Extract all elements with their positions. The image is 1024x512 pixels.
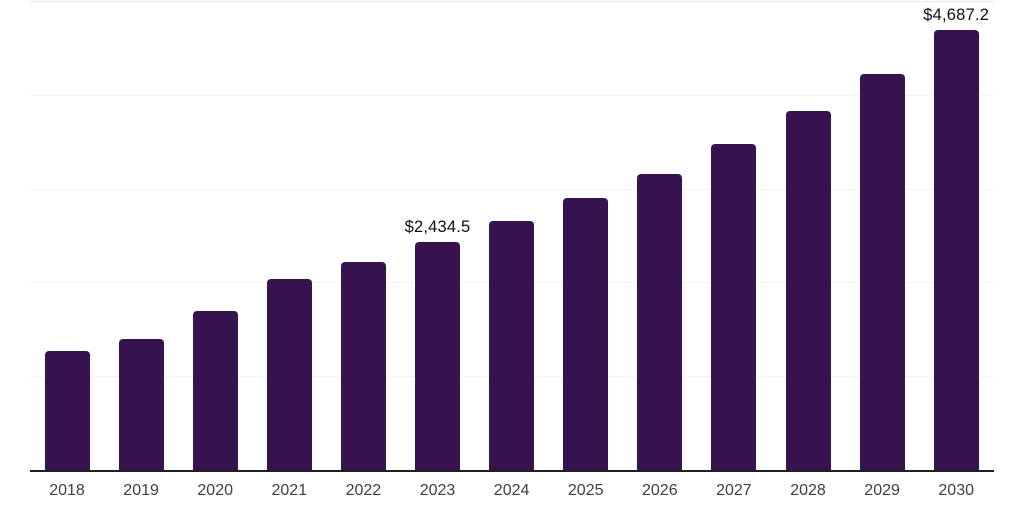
bar-2027[interactable] [711,143,757,470]
x-tick-label-2030: 2030 [938,482,974,499]
bar-2022[interactable] [340,261,386,470]
x-tick-label-2022: 2022 [345,482,382,499]
bar-2018[interactable] [44,351,90,470]
bar-2021[interactable] [266,278,312,470]
x-tick-label-2029: 2029 [864,482,900,499]
x-tick-label-2019: 2019 [123,482,159,499]
x-tick-label-2023: 2023 [419,482,456,499]
value-label-2030: $4,687.2 [923,6,990,25]
bar-2019[interactable] [118,338,164,470]
bar-2023[interactable] [415,241,460,470]
bar-2028[interactable] [785,110,831,470]
x-axis-line [30,470,994,472]
gridline-3000 [30,188,994,190]
x-tick-label-2021: 2021 [271,482,308,499]
x-tick-label-2018: 2018 [49,482,85,499]
bar-2029[interactable] [859,73,905,470]
bar-2030[interactable] [933,30,979,470]
x-tick-label-2024: 2024 [493,482,530,499]
bar-2020[interactable] [192,311,238,470]
value-label-2023: $2,434.5 [404,217,471,236]
x-tick-label-2027: 2027 [716,482,752,499]
gridline-5000 [30,1,994,2]
x-tick-label-2025: 2025 [567,482,604,499]
bar-2024[interactable] [489,220,535,470]
x-tick-label-2020: 2020 [197,482,233,499]
plot-area: $2,434.5 $4,687.2 [30,1,994,470]
bar-2026[interactable] [637,173,683,470]
bar-2025[interactable] [563,197,609,470]
gridline-4000 [30,94,994,96]
x-tick-label-2026: 2026 [642,482,678,499]
x-tick-label-2028: 2028 [790,482,826,499]
